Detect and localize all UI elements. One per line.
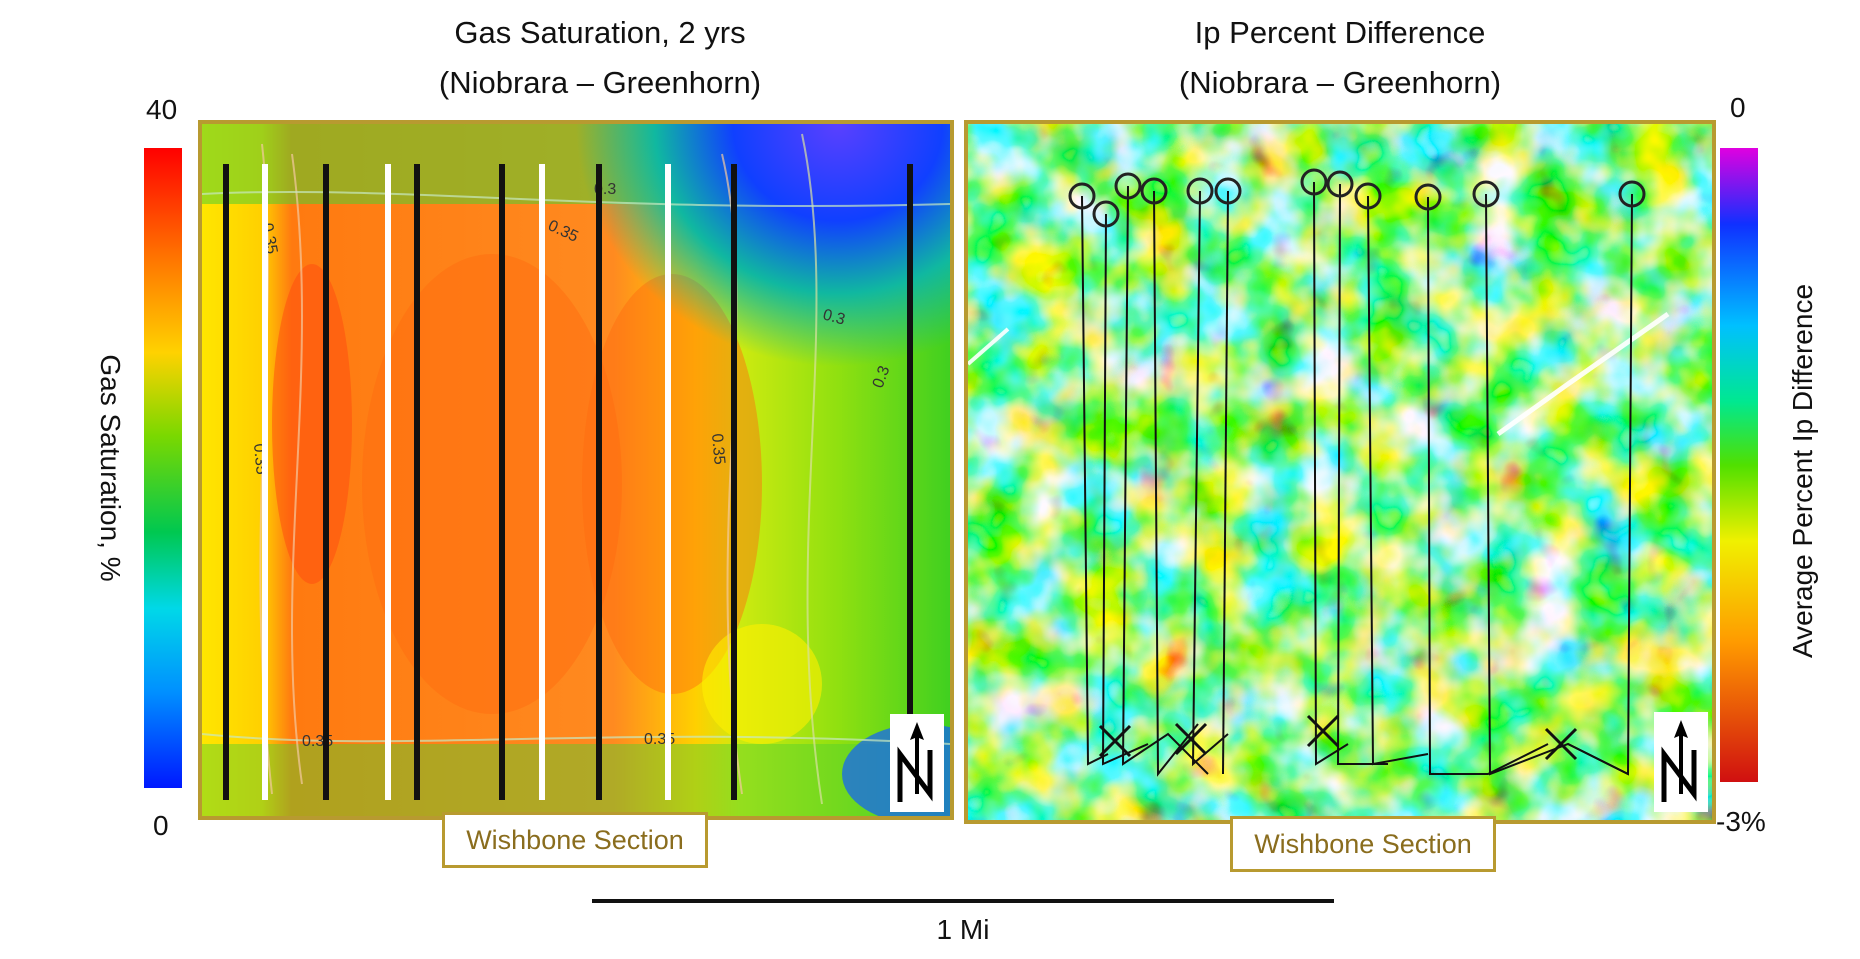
wellhead-circle: [1186, 177, 1214, 205]
left-wishbone-section-label: Wishbone Section: [442, 812, 708, 868]
left-title-line1: Gas Saturation, 2 yrs: [454, 15, 746, 50]
ip-difference-map: [968, 124, 1712, 820]
wellhead-circle: [1472, 180, 1500, 208]
well-trace: [1121, 185, 1209, 775]
right-section-text: Wishbone Section: [1254, 829, 1472, 859]
right-title-line2: (Niobrara – Greenhorn): [1178, 65, 1502, 100]
contour-label: 0.3: [821, 306, 847, 328]
north-arrow-icon: [890, 714, 944, 812]
gas-saturation-map: 0.35 0.35 0.3 0.35 0.3 0.3 0.35 0.35 0.3…: [202, 124, 950, 816]
right-colorbar: [1720, 148, 1758, 782]
north-arrow-icon: [1654, 712, 1708, 812]
wellhead-circle: [1300, 168, 1328, 196]
cross-marker: [1174, 722, 1208, 756]
well-trace: [1222, 190, 1229, 775]
wellbore-cross-markers: [1098, 714, 1578, 761]
cross-marker: [1544, 727, 1578, 761]
well-trace: [1101, 213, 1149, 766]
well-trace: [1081, 195, 1109, 766]
well-trace: [1427, 196, 1549, 775]
wellhead-circle: [1214, 177, 1242, 205]
wellhead-circle: [1068, 182, 1096, 210]
left-title-line2: (Niobrara – Greenhorn): [438, 65, 762, 100]
scale-bar-label: 1 Mi: [936, 914, 990, 945]
right-wishbone-section-label: Wishbone Section: [1230, 816, 1496, 872]
well-trace: [1153, 190, 1199, 777]
contour-label: 0.35: [708, 433, 728, 466]
left-colorbar-gradient: [144, 148, 182, 788]
right-map-panel: [964, 120, 1716, 824]
left-colorbar: [144, 148, 182, 788]
wellhead-markers: [1068, 168, 1646, 228]
cross-marker: [1098, 724, 1132, 758]
right-colorbar-axis-label: Average Percent Ip Difference: [1787, 283, 1818, 659]
well-trace: [1567, 193, 1633, 776]
wellhead-circle: [1092, 200, 1120, 228]
right-colorbar-min: -3%: [1716, 806, 1766, 837]
right-title-line1: Ip Percent Difference: [1194, 15, 1486, 50]
well-traces: [1081, 181, 1633, 777]
right-colorbar-max: 0: [1730, 92, 1746, 123]
well-trace: [1367, 195, 1429, 766]
right-title: Ip Percent Difference (Niobrara – Greenh…: [1000, 8, 1680, 108]
left-colorbar-max: 40: [146, 94, 178, 125]
wellhead-circle: [1114, 172, 1142, 200]
left-colorbar-axis-label: Gas Saturation, %: [95, 354, 126, 582]
wellhead-circle: [1326, 170, 1354, 198]
left-map-panel: 0.35 0.35 0.3 0.35 0.3 0.3 0.35 0.35 0.3…: [198, 120, 954, 820]
left-colorbar-min: 0: [153, 810, 169, 841]
wellhead-circle: [1354, 182, 1382, 210]
left-title: Gas Saturation, 2 yrs (Niobrara – Greenh…: [260, 8, 940, 108]
wellhead-circle: [1414, 183, 1442, 211]
right-colorbar-gradient: [1720, 148, 1758, 782]
contour-label: 0.3: [870, 364, 894, 391]
wellhead-circle: [1618, 180, 1646, 208]
well-laterals: [223, 164, 913, 800]
left-section-text: Wishbone Section: [466, 825, 684, 855]
wellhead-circle: [1140, 177, 1168, 205]
cross-marker: [1306, 714, 1340, 748]
well-trace: [1191, 190, 1229, 767]
well-trace: [1336, 183, 1388, 765]
scale-bar-line: [592, 899, 1334, 903]
